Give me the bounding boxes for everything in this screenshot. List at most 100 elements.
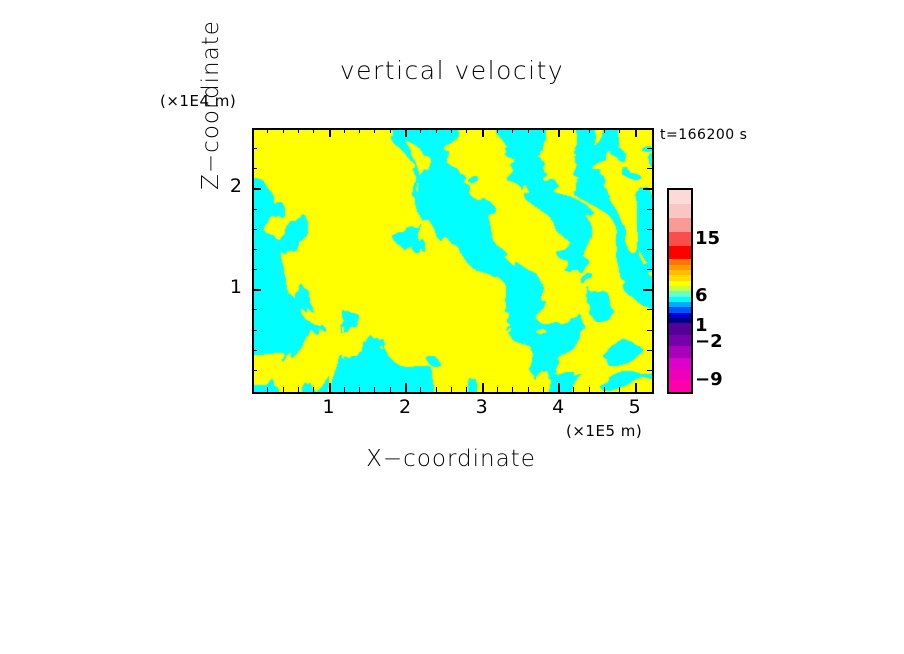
tick-mark <box>436 387 437 392</box>
tick-mark <box>558 128 560 137</box>
tick-mark <box>313 128 314 133</box>
colorbar <box>667 188 693 394</box>
colorbar-band <box>669 380 691 392</box>
tick-mark <box>344 387 345 392</box>
tick-mark <box>619 387 620 392</box>
tick-mark <box>329 128 331 137</box>
tick-mark <box>466 128 467 133</box>
x-tick-label: 1 <box>322 396 335 418</box>
tick-mark <box>252 289 261 291</box>
tick-mark <box>647 229 652 230</box>
tick-mark <box>405 128 407 137</box>
time-annotation: t=166200 s <box>660 127 748 143</box>
colorbar-tick-label: 1 <box>695 315 708 336</box>
tick-mark <box>283 387 284 392</box>
colorbar-tick-label: −9 <box>695 369 723 390</box>
tick-mark <box>647 168 652 169</box>
colorbar-tick-label: 6 <box>695 285 708 306</box>
y-tick-label: 2 <box>229 175 242 198</box>
tick-mark <box>252 148 257 149</box>
tick-mark <box>512 128 513 133</box>
tick-mark <box>589 128 590 133</box>
tick-mark <box>528 128 529 133</box>
colorbar-band <box>669 301 691 308</box>
tick-mark <box>436 128 437 133</box>
tick-mark <box>573 387 574 392</box>
x-tick-label: 5 <box>628 396 641 418</box>
x-tick-label: 4 <box>552 396 565 418</box>
tick-mark <box>252 330 257 331</box>
colorbar-band <box>669 259 691 265</box>
tick-mark <box>252 309 257 310</box>
colorbar-band <box>669 317 691 324</box>
colorbar-band <box>669 286 691 292</box>
tick-mark <box>267 128 268 133</box>
tick-mark <box>451 387 452 392</box>
tick-mark <box>252 370 257 371</box>
tick-mark <box>283 128 284 133</box>
vertical-velocity-field <box>254 130 652 392</box>
tick-mark <box>619 128 620 133</box>
tick-mark <box>482 128 484 137</box>
tick-mark <box>543 387 544 392</box>
tick-mark <box>329 383 331 392</box>
tick-mark <box>451 128 452 133</box>
y-axis-title: Z−coordinate <box>198 20 224 190</box>
colorbar-band <box>669 334 691 347</box>
colorbar-band <box>669 275 691 281</box>
x-tick-label: 2 <box>399 396 412 418</box>
tick-mark <box>647 309 652 310</box>
tick-mark <box>589 387 590 392</box>
x-axis-unit-label: (×1E5 m) <box>566 422 643 440</box>
tick-mark <box>252 249 257 250</box>
tick-mark <box>374 387 375 392</box>
tick-mark <box>252 269 257 270</box>
x-axis-title: X−coordinate <box>366 446 536 472</box>
tick-mark <box>313 387 314 392</box>
tick-mark <box>344 128 345 133</box>
colorbar-band <box>669 231 691 246</box>
colorbar-band <box>669 346 691 358</box>
tick-mark <box>647 249 652 250</box>
colorbar-band <box>669 312 691 318</box>
colorbar-band <box>669 280 691 287</box>
tick-mark <box>359 387 360 392</box>
tick-mark <box>252 209 257 210</box>
tick-mark <box>252 168 257 169</box>
contour-plot-area <box>252 128 654 394</box>
tick-mark <box>298 387 299 392</box>
tick-mark <box>390 128 391 133</box>
tick-mark <box>604 128 605 133</box>
tick-mark <box>420 128 421 133</box>
tick-mark <box>497 387 498 392</box>
x-tick-label: 3 <box>475 396 488 418</box>
tick-mark <box>635 383 637 392</box>
colorbar-band <box>669 217 691 232</box>
tick-mark <box>635 128 637 137</box>
tick-mark <box>647 209 652 210</box>
tick-mark <box>647 370 652 371</box>
tick-mark <box>252 350 257 351</box>
tick-mark <box>512 387 513 392</box>
colorbar-band <box>669 270 691 276</box>
tick-mark <box>374 128 375 133</box>
colorbar-tick-label: 15 <box>695 228 721 249</box>
tick-mark <box>359 128 360 133</box>
tick-mark <box>482 383 484 392</box>
colorbar-tick-label: −2 <box>695 331 723 352</box>
tick-mark <box>466 387 467 392</box>
tick-mark <box>643 188 652 190</box>
tick-mark <box>558 383 560 392</box>
colorbar-band <box>669 291 691 297</box>
z-axis-unit-label: (×1E4 m) <box>160 92 237 110</box>
tick-mark <box>420 387 421 392</box>
tick-mark <box>267 387 268 392</box>
tick-mark <box>543 128 544 133</box>
page-title: vertical velocity <box>339 56 565 85</box>
colorbar-band <box>669 357 691 369</box>
tick-mark <box>643 289 652 291</box>
tick-mark <box>647 269 652 270</box>
tick-mark <box>298 128 299 133</box>
tick-mark <box>528 387 529 392</box>
